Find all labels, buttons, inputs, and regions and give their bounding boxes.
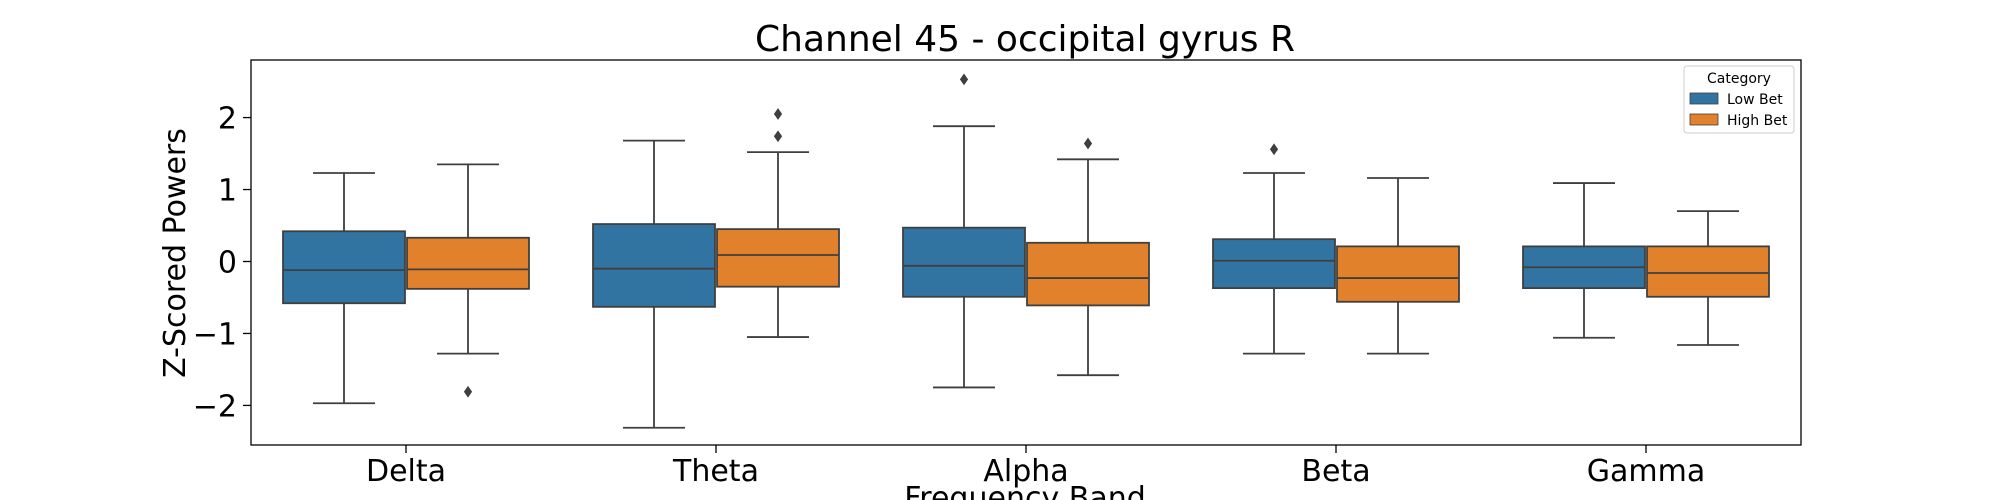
x-axis-label: Frequency Band — [904, 481, 1146, 500]
outlier-marker — [463, 385, 473, 398]
x-tick-label-gamma: Gamma — [1587, 454, 1705, 489]
box-iqr — [1026, 241, 1150, 307]
y-axis-label: Z-Scored Powers — [158, 128, 193, 378]
box-low-bet-delta — [282, 172, 406, 405]
box-iqr — [716, 228, 840, 288]
box-iqr — [1336, 245, 1460, 303]
x-tick-label-beta: Beta — [1301, 454, 1370, 489]
legend-swatch-high-bet — [1689, 113, 1719, 126]
box-low-bet-alpha — [902, 73, 1026, 389]
legend-swatch-low-bet — [1689, 92, 1719, 105]
y-tick-label: −2 — [193, 389, 237, 424]
x-axis: Delta Theta Alpha Beta Gamma — [366, 445, 1705, 489]
x-tick-label-alpha: Alpha — [983, 454, 1068, 489]
legend-title: Category — [1707, 71, 1771, 87]
box-high-bet-theta — [716, 108, 840, 338]
outlier-marker — [1083, 137, 1093, 150]
legend-label-low-bet: Low Bet — [1727, 92, 1783, 108]
y-tick-label: 2 — [218, 102, 237, 137]
box-high-bet-beta — [1336, 177, 1460, 355]
legend-label-high-bet: High Bet — [1727, 113, 1788, 129]
box-low-bet-theta — [592, 139, 716, 429]
box-low-bet-beta — [1212, 143, 1336, 355]
box-iqr — [1212, 238, 1336, 290]
box-iqr — [406, 236, 530, 290]
outlier-marker — [1269, 143, 1279, 156]
y-tick-label: −1 — [193, 317, 237, 352]
box-iqr — [902, 226, 1026, 298]
box-high-bet-alpha — [1026, 137, 1150, 377]
box-iqr — [1646, 245, 1770, 298]
y-axis: −2 −1 0 1 2 — [193, 102, 251, 424]
box-low-bet-gamma — [1522, 182, 1646, 339]
legend: Category Low Bet High Bet — [1683, 65, 1795, 134]
x-tick-label-theta: Theta — [672, 454, 759, 489]
y-tick-label: 0 — [218, 245, 237, 280]
outlier-marker — [959, 73, 969, 86]
y-tick-label: 1 — [218, 174, 237, 209]
plot-area — [282, 73, 1770, 429]
box-high-bet-gamma — [1646, 210, 1770, 346]
box-iqr — [282, 230, 406, 305]
box-iqr — [592, 223, 716, 308]
box-high-bet-delta — [406, 163, 530, 398]
outlier-marker — [773, 130, 783, 143]
outlier-marker — [773, 108, 783, 120]
x-tick-label-delta: Delta — [366, 454, 446, 489]
chart-title: Channel 45 - occipital gyrus R — [755, 19, 1295, 60]
